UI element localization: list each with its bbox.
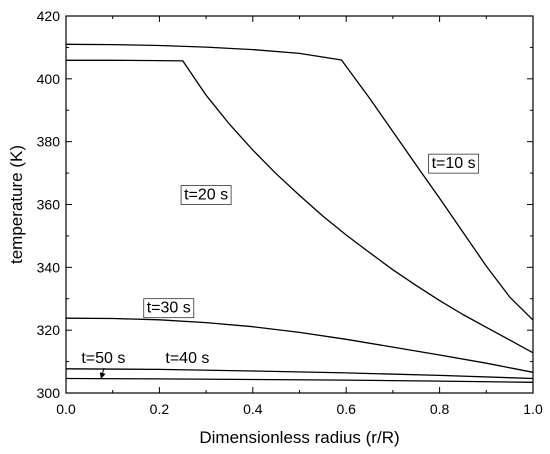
x-tick-label: 0.0 xyxy=(56,401,76,417)
series-line-1 xyxy=(65,43,534,321)
annotation-arrow-head xyxy=(99,372,106,379)
series-line-5 xyxy=(65,377,534,383)
annotation-3: t=30 s xyxy=(143,298,195,319)
series-line-2 xyxy=(66,59,534,354)
annotation-label: t=40 s xyxy=(165,350,209,367)
y-tick-label: 300 xyxy=(37,385,61,401)
annotation-label: t=20 s xyxy=(184,187,228,204)
annotation-label: t=30 s xyxy=(147,300,191,317)
series-line-3 xyxy=(65,317,534,373)
y-tick-label: 380 xyxy=(37,134,61,150)
x-tick-label: 0.2 xyxy=(150,401,170,417)
x-tick-label: 0.6 xyxy=(336,401,356,417)
x-tick-label: 1.0 xyxy=(523,401,543,417)
annotation-box xyxy=(143,298,195,319)
y-tick-label: 340 xyxy=(37,259,61,275)
plot-frame xyxy=(65,15,534,394)
y-tick-label: 420 xyxy=(37,8,61,24)
axis-ticks: 0.0 0.2 0.4 0.6 0.8 1.0 300 320 340 360 380 400 420 xyxy=(37,8,543,417)
series-line-4 xyxy=(65,368,534,380)
y-axis-title: temperature (K) xyxy=(7,145,26,264)
annotation-box xyxy=(428,153,480,174)
annotation-box xyxy=(180,185,232,205)
y-tick-label: 360 xyxy=(37,197,61,213)
annotation-5: t=50 s xyxy=(81,350,125,379)
y-tick-label: 400 xyxy=(37,71,61,87)
annotation-label: t=50 s xyxy=(81,350,125,367)
annotation-label: t=10 s xyxy=(432,155,476,172)
x-tick-label: 0.4 xyxy=(243,401,263,417)
y-tick-label: 320 xyxy=(37,322,61,338)
annotation-2: t=20 s xyxy=(180,185,232,205)
x-axis-title: Dimensionless radius (r/R) xyxy=(199,428,399,447)
chart-marks: t=10 s t=20 s t=30 s t=40 s t=50 s xyxy=(65,43,534,383)
annotation-1: t=10 s xyxy=(428,153,480,174)
x-tick-label: 0.8 xyxy=(430,401,450,417)
annotation-4: t=40 s xyxy=(165,350,209,367)
